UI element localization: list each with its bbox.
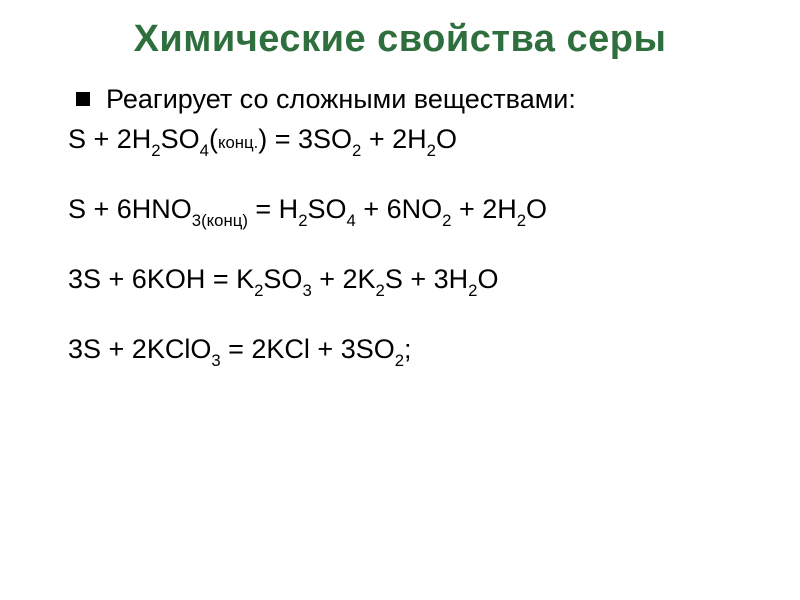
slide: Химические свойства серы Реагирует со сл… <box>0 0 800 600</box>
square-bullet-icon <box>76 92 90 106</box>
equation-4: 3S + 2KClO3 = 2KCl + 3SO2; <box>68 331 760 371</box>
equation-3: 3S + 6KOH = K2SO3 + 2K2S + 3H2O <box>68 261 760 301</box>
slide-title: Химические свойства серы <box>40 18 760 61</box>
equation-1: S + 2H2SO4(конц.) = 3SO2 + 2H2O <box>68 121 760 161</box>
bullet-row: Реагирует со сложными веществами: <box>76 81 760 117</box>
equation-2: S + 6HNO3(конц) = H2SO4 + 6NO2 + 2H2O <box>68 191 760 231</box>
bullet-text: Реагирует со сложными веществами: <box>106 81 576 117</box>
